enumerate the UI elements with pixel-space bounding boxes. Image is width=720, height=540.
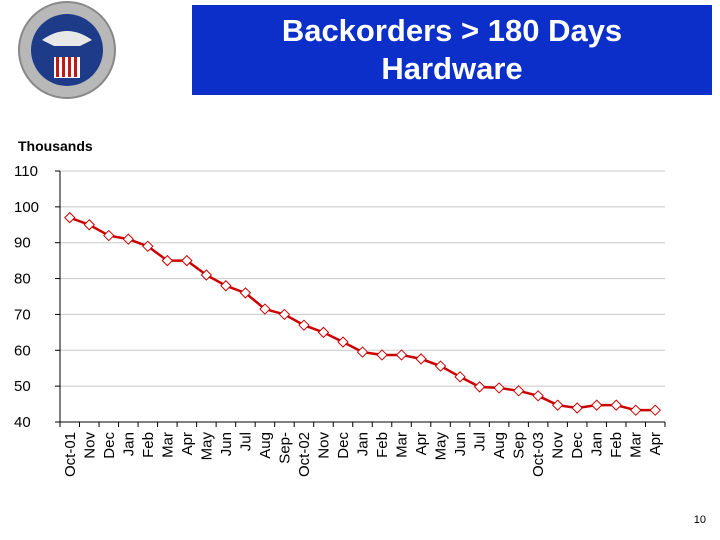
point-marker [181, 254, 193, 267]
point-marker [337, 336, 349, 348]
x-tick-label: Nov [315, 432, 332, 459]
logo [18, 1, 116, 99]
point-marker [298, 319, 310, 331]
x-tick-label: Dec [335, 432, 352, 459]
x-tick-label: Jul [237, 432, 254, 451]
y-tick-label: 110 [14, 163, 38, 180]
x-tick-label: May [198, 432, 215, 461]
x-tick-label: Feb [140, 432, 157, 458]
point-marker [142, 240, 154, 253]
x-tick-label: Nov [81, 432, 98, 459]
point-marker [512, 385, 525, 397]
x-tick-label: Mar [394, 432, 411, 458]
x-tick-label: Jun [452, 432, 469, 456]
x-tick-label: Dec [569, 432, 586, 459]
x-tick-label: Jul [472, 432, 489, 451]
point-marker [532, 390, 544, 402]
x-tick-label: Aug [257, 432, 274, 459]
x-tick-label: Apr [179, 432, 196, 455]
y-tick-label: 100 [14, 199, 39, 216]
point-marker [395, 349, 408, 361]
point-marker [610, 399, 622, 411]
point-marker [317, 326, 330, 339]
point-marker [220, 280, 232, 292]
point-marker [161, 254, 174, 267]
x-tick-label: Mar [628, 432, 645, 458]
x-tick-label: Apr [647, 432, 664, 455]
point-marker [376, 349, 388, 361]
x-tick-label: Sep- [276, 432, 293, 464]
point-marker [434, 360, 447, 372]
x-tick-label: Mar [159, 432, 176, 458]
y-tick-label: 70 [14, 306, 31, 323]
point-marker [278, 308, 291, 321]
point-marker [103, 229, 115, 242]
x-tick-label: Dec [101, 432, 118, 459]
point-marker [356, 346, 369, 358]
y-tick-label: 90 [14, 235, 31, 252]
x-tick-label: Oct-01 [62, 432, 79, 477]
x-tick-label: Feb [608, 432, 625, 458]
series-line [69, 216, 656, 412]
point-marker [259, 303, 271, 315]
point-marker [454, 371, 466, 383]
y-tick-label: 80 [14, 271, 31, 288]
point-marker [415, 353, 427, 365]
y-tick-label: 60 [14, 342, 31, 359]
point-marker [83, 219, 95, 231]
x-tick-label: Sep [511, 432, 528, 459]
point-marker [473, 381, 486, 393]
y-tick-label: 40 [14, 414, 31, 431]
x-tick-label: May [433, 432, 450, 461]
x-tick-label: Apr [413, 432, 430, 455]
x-tick-label: Jun [218, 432, 235, 456]
point-marker [493, 382, 505, 394]
point-marker [200, 269, 213, 281]
point-marker [630, 404, 642, 416]
x-tick-label: Jan [589, 432, 606, 456]
x-tick-label: Oct-03 [530, 432, 547, 477]
y-tick-label: 50 [14, 378, 31, 395]
point-marker [590, 399, 603, 411]
x-tick-label: Oct-02 [296, 432, 313, 477]
x-tick-label: Jan [355, 432, 372, 456]
x-tick-label: Aug [491, 432, 508, 459]
x-tick-label: Nov [550, 432, 567, 459]
point-marker [571, 402, 583, 414]
point-marker [239, 287, 252, 299]
x-tick-label: Feb [374, 432, 391, 458]
chart-title: Backorders > 180 Days Hardware [192, 5, 712, 95]
point-marker [64, 211, 76, 224]
page-number: 10 [693, 514, 706, 526]
x-tick-label: Jan [120, 432, 137, 456]
point-marker [551, 399, 564, 411]
y-axis-label: Thousands [18, 138, 93, 154]
point-marker [122, 233, 135, 245]
point-marker [649, 404, 661, 416]
